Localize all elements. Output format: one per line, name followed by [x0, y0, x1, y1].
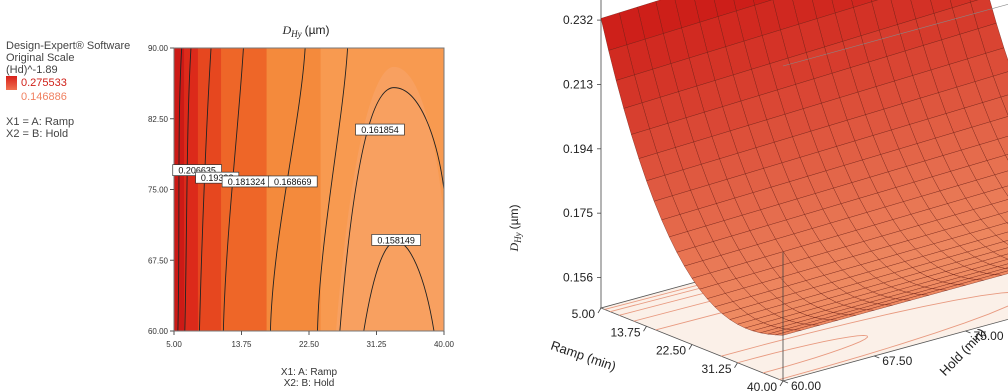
y-tick-label: 60.00 [148, 327, 169, 336]
x-tick-label: 5.00 [166, 340, 182, 349]
contour-label: 0.181324 [221, 175, 272, 188]
contour-label: 0.168669 [268, 175, 318, 188]
contour-ylabel: X2: B: Hold [284, 378, 335, 389]
x-tick-label: 13.75 [231, 340, 252, 349]
box-edge [782, 4, 1008, 67]
surface-xlabel: Ramp (min) [549, 338, 618, 374]
scale-label: Original Scale [6, 52, 75, 64]
contour-band [266, 48, 322, 331]
contour-line [317, 48, 349, 331]
x-tick-label: 31.25 [366, 340, 387, 349]
legend-high-row: 0.275533 [6, 76, 166, 90]
contour-title: DHy (µm) [281, 23, 329, 39]
floor-contour [721, 292, 1008, 380]
surface-mesh [600, 0, 1008, 336]
x-tick [734, 362, 738, 368]
x-tick-label: 22.50 [656, 344, 686, 358]
legend-gradient-swatch [6, 76, 17, 90]
floor-contour [737, 335, 869, 374]
x2-assignment: X2 = B: Hold [6, 128, 69, 140]
surface-patch [1005, 267, 1008, 270]
contour-label-text: 0.181324 [228, 177, 266, 187]
contour-line [177, 48, 183, 331]
contour-label-box [268, 175, 318, 188]
contour-chart: DHy (µm) 5.00 13.75 22.50 31.25 40.00 60.00 67.… [148, 23, 455, 389]
x-tick [688, 344, 693, 350]
surface-box-front [782, 4, 1008, 381]
z-tick-label: 0.213 [563, 77, 593, 91]
y-tick-label: 75.00 [148, 186, 169, 195]
surface-axes: 0.156 0.175 0.194 0.213 0.232 5.00 13.75 22.50 3… [563, 13, 1004, 392]
contour-label: 0.158149 [371, 234, 421, 246]
contour-label-box [355, 123, 405, 136]
contour-axes: 5.00 13.75 22.50 31.25 40.00 60.00 67.50 75.00 8… [148, 44, 455, 349]
z-tick-label: 0.232 [563, 13, 593, 27]
info-panel: Design-Expert® Software Original Scale (… [6, 40, 166, 140]
contour-xlabel: X1: A: Ramp [281, 367, 338, 378]
x-tick [597, 307, 602, 314]
contour-band [174, 48, 186, 331]
contour-label-text: 0.158149 [377, 235, 415, 245]
legend-low-value: 0.146886 [21, 91, 67, 103]
surface-chart: 0.156 0.175 0.194 0.213 0.232 5.00 13.75 22.50 3… [507, 0, 1008, 392]
contour-label-box [371, 234, 421, 246]
surface-zlabel: DHy(µm) [507, 204, 523, 252]
y-tick-label: 90.00 [148, 44, 169, 53]
y-tick-label: 67.50 [148, 256, 169, 265]
contour-line [184, 48, 192, 331]
y-tick-label: 60.00 [791, 379, 821, 392]
x-tick-label: 40.00 [434, 340, 455, 349]
x-tick-label: 5.00 [572, 307, 596, 321]
z-tick-label: 0.194 [563, 142, 593, 156]
y-tick [965, 330, 971, 334]
x1-assignment: X1 = A: Ramp [6, 116, 75, 128]
y-tick-label: 67.50 [882, 354, 912, 368]
contour-label-text: 0.206635 [178, 166, 216, 176]
contour-band [221, 48, 268, 331]
legend-high-value: 0.275533 [21, 77, 67, 89]
x-tick-label: 31.25 [701, 362, 731, 376]
z-tick-label: 0.156 [563, 271, 593, 285]
transform-label: (Hd)^-1.89 [6, 64, 58, 76]
y-tick-label: 82.50 [148, 115, 169, 124]
surface-patch [1003, 240, 1008, 245]
x-tick-label: 40.00 [747, 380, 777, 392]
x-tick [643, 326, 647, 332]
legend-low-row: 0.146886 [6, 90, 166, 104]
y-tick [874, 355, 880, 359]
contour-band [197, 48, 223, 331]
contour-band [184, 48, 199, 331]
x-tick-label: 22.50 [299, 340, 320, 349]
software-name: Design-Expert® Software [6, 40, 131, 52]
x-tick [779, 380, 784, 387]
contour-label-text: 0.168669 [274, 177, 312, 187]
contour-label: 0.161854 [355, 123, 405, 136]
y-tick [782, 380, 789, 384]
z-tick-label: 0.175 [563, 206, 593, 220]
x-tick-label: 13.75 [610, 325, 640, 339]
surface-patch [775, 329, 802, 336]
y-tick-label: 75.00 [974, 329, 1004, 343]
contour-label-text: 0.161854 [361, 125, 399, 135]
contour-line [339, 87, 444, 331]
contour-label-text: 0.19398 [201, 173, 234, 183]
